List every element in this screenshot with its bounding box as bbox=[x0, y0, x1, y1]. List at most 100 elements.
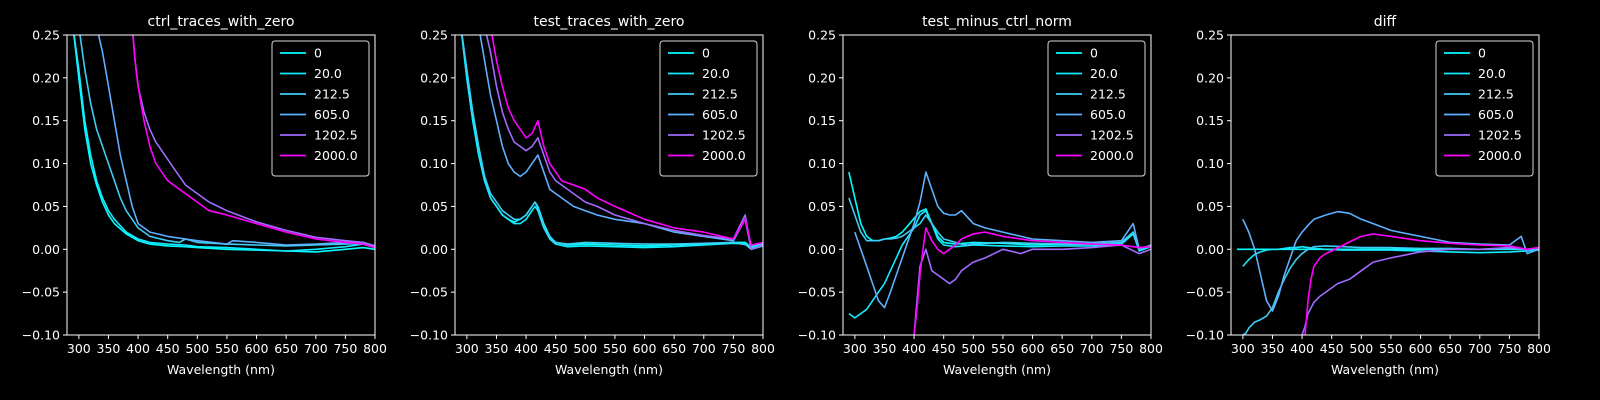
y-tick-label: 0.05 bbox=[420, 199, 448, 214]
series-line-20-0 bbox=[461, 35, 763, 251]
y-tick-label: 0.00 bbox=[808, 242, 836, 257]
series-line-212-5 bbox=[1242, 245, 1539, 335]
x-tick-label: 600 bbox=[633, 341, 657, 356]
series-line-2000-0 bbox=[913, 227, 1151, 335]
legend-box bbox=[1435, 40, 1534, 177]
chart-panel-3: test_minus_ctrl_norm 300 350 400 450 500 550 60… bbox=[798, 14, 1163, 377]
series-line-605-0 bbox=[854, 171, 1151, 309]
series-line-1202-5 bbox=[1301, 246, 1539, 335]
y-tick-label: 0.10 bbox=[32, 156, 60, 171]
y-tick-label: 0.05 bbox=[32, 199, 60, 214]
series-line-605-0 bbox=[1242, 210, 1539, 312]
series-line-605-0 bbox=[97, 35, 375, 247]
y-tick-label: −0.10 bbox=[1186, 328, 1224, 343]
legend: 0 20.0 212.5 605.0 1202.5 2000.0 bbox=[1047, 40, 1146, 177]
series-line-2000-0 bbox=[1304, 233, 1539, 335]
x-axis-label: Wavelength (nm) bbox=[1331, 362, 1439, 377]
legend: 0 20.0 212.5 605.0 1202.5 2000.0 bbox=[271, 40, 370, 177]
y-tick-label: 0.20 bbox=[1196, 70, 1224, 85]
legend-label: 1202.5 bbox=[1478, 128, 1522, 143]
legend-box bbox=[659, 40, 758, 177]
y-tick-label: −0.10 bbox=[410, 328, 448, 343]
legend-label: 1202.5 bbox=[314, 128, 358, 143]
y-tick-label: 0.00 bbox=[32, 242, 60, 257]
chart-panel-4: diff 300 350 400 450 500 550 600 650 700 750 800 −0.… bbox=[1186, 14, 1551, 377]
x-tick-label: 300 bbox=[843, 341, 867, 356]
y-tick-label: 0.10 bbox=[1196, 156, 1224, 171]
plot-frame bbox=[454, 34, 764, 336]
legend-label: 2000.0 bbox=[702, 148, 746, 163]
series-line-2000-0 bbox=[132, 35, 375, 249]
x-tick-label: 400 bbox=[514, 341, 538, 356]
y-tick-label: 0.15 bbox=[32, 113, 60, 128]
x-tick-label: 750 bbox=[1497, 341, 1521, 356]
x-tick-label: 800 bbox=[363, 341, 387, 356]
x-tick-label: 450 bbox=[1320, 341, 1344, 356]
y-tick-label: 0.20 bbox=[32, 70, 60, 85]
x-tick-label: 700 bbox=[304, 341, 328, 356]
series-line-0 bbox=[73, 35, 375, 253]
chart-title: ctrl_traces_with_zero bbox=[148, 14, 295, 30]
x-tick-label: 750 bbox=[1109, 341, 1133, 356]
legend-label: 212.5 bbox=[314, 87, 350, 102]
y-tick-label: 0.25 bbox=[1196, 28, 1224, 43]
y-tick-label: 0.15 bbox=[1196, 113, 1224, 128]
x-tick-label: 650 bbox=[1438, 341, 1462, 356]
legend-label: 20.0 bbox=[1478, 66, 1506, 81]
y-tick-label: −0.10 bbox=[22, 328, 60, 343]
legend: 0 20.0 212.5 605.0 1202.5 2000.0 bbox=[1435, 40, 1534, 177]
y-tick-label: 0.05 bbox=[808, 199, 836, 214]
y-tick-label: 0.10 bbox=[420, 156, 448, 171]
series-line-1202-5 bbox=[485, 35, 763, 251]
series-line-212-5 bbox=[848, 197, 1151, 251]
x-tick-label: 550 bbox=[603, 341, 627, 356]
series-line-2000-0 bbox=[491, 35, 763, 246]
x-tick-label: 300 bbox=[455, 341, 479, 356]
x-tick-label: 550 bbox=[1379, 341, 1403, 356]
legend-label: 605.0 bbox=[702, 107, 738, 122]
x-tick-label: 800 bbox=[1139, 341, 1163, 356]
x-tick-label: 650 bbox=[1050, 341, 1074, 356]
series-line-20-0 bbox=[73, 35, 375, 252]
series-line-605-0 bbox=[479, 35, 763, 251]
x-tick-label: 800 bbox=[1527, 341, 1551, 356]
x-tick-label: 700 bbox=[1468, 341, 1492, 356]
y-tick-label: −0.10 bbox=[798, 328, 836, 343]
y-tick-label: 0.20 bbox=[420, 70, 448, 85]
legend-label: 605.0 bbox=[1090, 107, 1126, 122]
x-tick-label: 500 bbox=[961, 341, 985, 356]
x-tick-label: 500 bbox=[185, 341, 209, 356]
x-tick-label: 400 bbox=[1290, 341, 1314, 356]
x-tick-label: 650 bbox=[274, 341, 298, 356]
x-tick-label: 350 bbox=[485, 341, 509, 356]
legend-label: 605.0 bbox=[1478, 107, 1514, 122]
legend-label: 212.5 bbox=[702, 87, 738, 102]
x-axis-label: Wavelength (nm) bbox=[943, 362, 1051, 377]
legend-label: 212.5 bbox=[1478, 87, 1514, 102]
legend-label: 605.0 bbox=[314, 107, 350, 122]
y-tick-label: −0.05 bbox=[1186, 285, 1224, 300]
chart-title: diff bbox=[1374, 14, 1397, 30]
series-line-212-5 bbox=[79, 35, 375, 248]
legend-label: 212.5 bbox=[1090, 87, 1126, 102]
legend-label: 0 bbox=[314, 46, 322, 61]
series-group bbox=[848, 171, 1151, 335]
y-tick-label: 0.00 bbox=[420, 242, 448, 257]
legend-label: 20.0 bbox=[314, 66, 342, 81]
y-tick-label: −0.05 bbox=[22, 285, 60, 300]
legend: 0 20.0 212.5 605.0 1202.5 2000.0 bbox=[659, 40, 758, 177]
plot-frame bbox=[842, 34, 1152, 336]
x-tick-label: 450 bbox=[544, 341, 568, 356]
x-tick-label: 350 bbox=[1261, 341, 1285, 356]
x-tick-label: 800 bbox=[751, 341, 775, 356]
legend-label: 0 bbox=[702, 46, 710, 61]
y-tick-label: 0.20 bbox=[808, 70, 836, 85]
legend-label: 2000.0 bbox=[1090, 148, 1134, 163]
x-tick-label: 300 bbox=[1231, 341, 1255, 356]
x-axis-label: Wavelength (nm) bbox=[167, 362, 275, 377]
x-tick-label: 550 bbox=[215, 341, 239, 356]
x-tick-label: 750 bbox=[721, 341, 745, 356]
x-tick-label: 500 bbox=[1349, 341, 1373, 356]
x-tick-label: 400 bbox=[902, 341, 926, 356]
